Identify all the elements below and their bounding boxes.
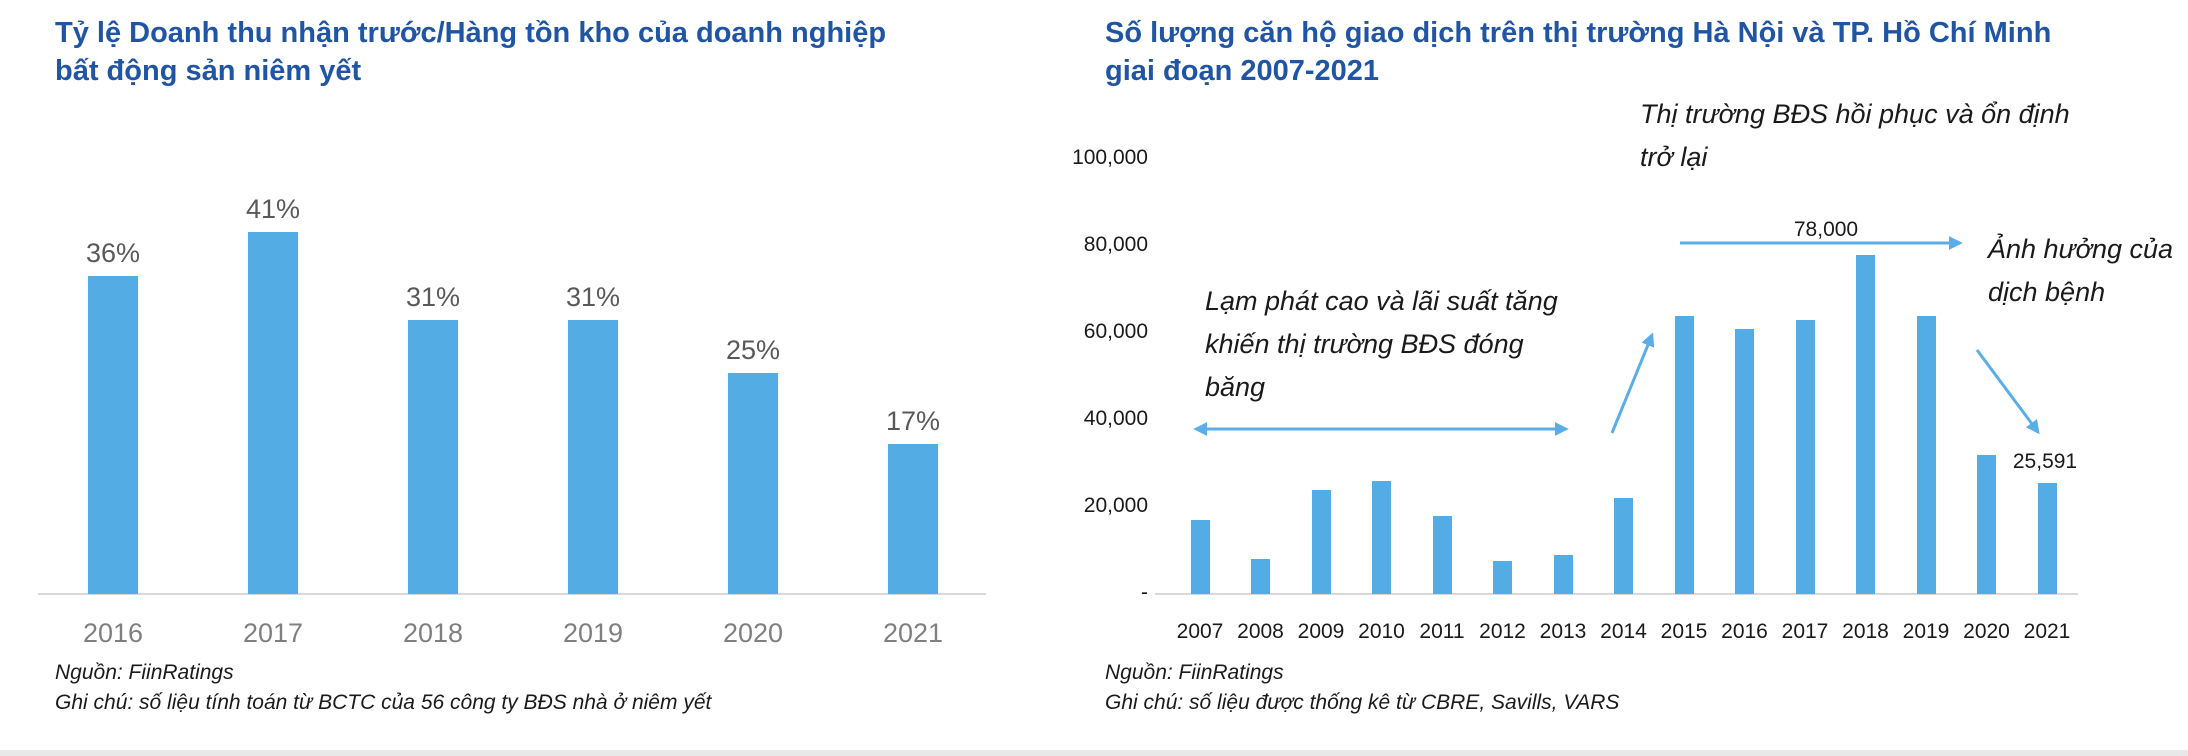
x-tick-2016: 2016 <box>1721 620 1768 643</box>
x-tick-2007: 2007 <box>1176 620 1224 643</box>
x-tick-2015: 2015 <box>1660 620 1708 643</box>
x-tick-2020: 2020 <box>1963 620 2010 643</box>
x-tick-2009: 2009 <box>1297 620 1345 643</box>
bar-2010 <box>1372 481 1391 594</box>
bar-2016 <box>1735 329 1754 594</box>
x-tick-2014: 2014 <box>1600 620 1647 643</box>
right-source-block: Nguồn: FiinRatings Ghi chú: số liệu được… <box>1105 658 1619 719</box>
bar-2021 <box>888 444 938 594</box>
right-source: Nguồn: FiinRatings <box>1105 661 1284 684</box>
bar-2013 <box>1553 555 1573 594</box>
y-tick-60000: 60,000 <box>1083 320 1148 343</box>
x-tick-2011: 2011 <box>1419 620 1465 643</box>
left-source: Nguồn: FiinRatings <box>55 661 234 684</box>
x-tick-2016: 2016 <box>82 618 144 648</box>
pandemic-down-arrow <box>1975 349 2040 435</box>
left-x-axis-line <box>38 593 986 595</box>
y-tick-0: - <box>1141 581 1148 604</box>
x-tick-2017: 2017 <box>1781 620 1829 643</box>
bar-2008 <box>1251 559 1270 594</box>
bar-2007 <box>1190 520 1210 594</box>
bar-2016 <box>88 276 138 594</box>
left-source-block: Nguồn: FiinRatings Ghi chú: số liệu tính… <box>55 658 711 719</box>
x-tick-2021: 2021 <box>882 618 944 648</box>
y-tick-20000: 20,000 <box>1083 494 1148 517</box>
annotation-pandemic-impact: Ảnh hưởng của dịch bệnh <box>1988 234 2174 308</box>
bottom-divider <box>0 750 2188 756</box>
left-note: Ghi chú: số liệu tính toán từ BCTC của 5… <box>55 691 712 715</box>
x-tick-2012: 2012 <box>1479 620 1526 643</box>
bar-2019 <box>1916 316 1936 594</box>
bar-2009 <box>1311 490 1331 594</box>
x-tick-2019: 2019 <box>562 618 624 648</box>
peak-value-label: 78,000 <box>1793 218 1859 241</box>
x-tick-2010: 2010 <box>1358 620 1405 643</box>
x-tick-2017: 2017 <box>242 618 304 648</box>
y-tick-80000: 80,000 <box>1083 233 1148 256</box>
bar-2021 <box>2037 483 2057 594</box>
value-label-2019: 31% <box>565 282 621 312</box>
annotation-market-freeze: Lạm phát cao và lãi suất tăng khiến thị … <box>1205 286 1558 403</box>
bar-2017 <box>1795 320 1815 594</box>
annotation-market-recovery: Thị trường BĐS hồi phục và ổn định trở l… <box>1640 99 2070 173</box>
left-chart-title: Tỷ lệ Doanh thu nhận trước/Hàng tồn kho … <box>55 17 887 88</box>
bar-2014 <box>1614 498 1633 594</box>
y-tick-100000: 100,000 <box>1072 146 1148 169</box>
bar-2018 <box>1856 255 1875 594</box>
last-value-label: 25,591 <box>2012 450 2078 473</box>
value-label-2020: 25% <box>725 335 781 365</box>
value-label-2016: 36% <box>85 238 141 268</box>
bar-2020 <box>728 373 778 594</box>
x-tick-2013: 2013 <box>1539 620 1587 643</box>
bar-2012 <box>1493 561 1512 594</box>
value-label-2018: 31% <box>405 282 461 312</box>
bar-2019 <box>568 320 618 594</box>
y-tick-40000: 40,000 <box>1083 407 1148 430</box>
x-tick-2008: 2008 <box>1237 620 1284 643</box>
value-label-2021: 17% <box>885 406 941 436</box>
recovery-up-arrow <box>1610 332 1655 434</box>
bar-2011 <box>1432 516 1452 594</box>
right-chart-title: Số lượng căn hộ giao dịch trên thị trườn… <box>1105 17 2052 88</box>
bar-2017 <box>248 232 298 594</box>
x-tick-2019: 2019 <box>1902 620 1950 643</box>
right-x-axis-line <box>1155 593 2078 595</box>
x-tick-2018: 2018 <box>1842 620 1889 643</box>
bar-2020 <box>1977 455 1996 594</box>
x-tick-2021: 2021 <box>2023 620 2071 643</box>
value-label-2017: 41% <box>245 194 301 224</box>
bar-2018 <box>408 320 458 594</box>
right-note: Ghi chú: số liệu được thống kê từ CBRE, … <box>1105 691 1620 715</box>
x-tick-2020: 2020 <box>722 618 784 648</box>
bar-2015 <box>1674 316 1694 594</box>
x-tick-2018: 2018 <box>402 618 464 648</box>
